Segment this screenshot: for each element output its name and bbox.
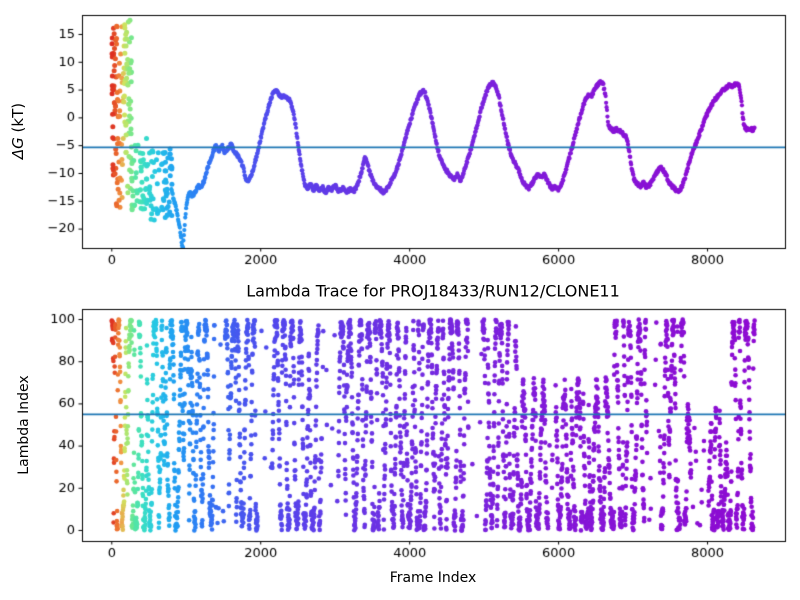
top-y-axis-label: ΔG (kT) — [9, 103, 27, 159]
delta-g-units: (kT) — [9, 102, 27, 138]
delta-g-symbol: ΔG — [9, 137, 27, 160]
chart-title: Lambda Trace for PROJ18433/RUN12/CLONE11 — [246, 281, 620, 301]
bottom-y-axis-label: Lambda Index — [16, 375, 32, 475]
bottom-x-axis-label: Frame Index — [389, 570, 477, 586]
